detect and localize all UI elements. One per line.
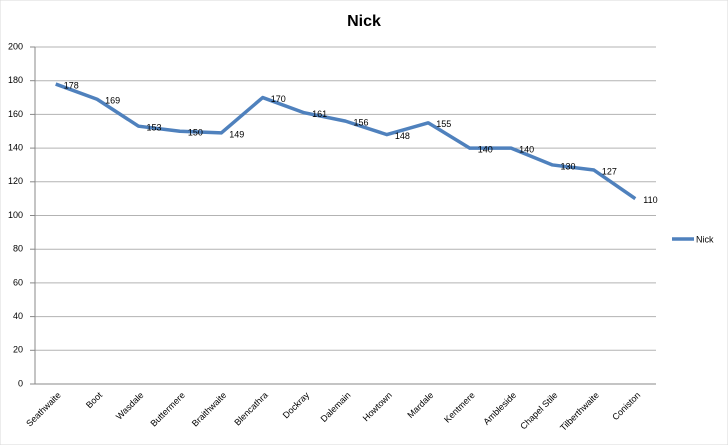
data-label: 140 (519, 144, 534, 154)
y-tick-label: 160 (8, 109, 23, 119)
data-label: 140 (478, 144, 493, 154)
data-label: 170 (271, 94, 286, 104)
data-label: 161 (312, 109, 327, 119)
legend-label: Nick (696, 234, 714, 244)
data-label: 127 (602, 166, 617, 176)
data-label: 110 (643, 195, 657, 205)
y-tick-label: 180 (8, 75, 23, 85)
y-tick-label: 140 (8, 142, 23, 152)
data-label: 150 (188, 128, 203, 138)
series-line (55, 82, 637, 201)
y-tick-label: 100 (8, 210, 23, 220)
data-label: 149 (229, 129, 244, 139)
data-label: 148 (395, 131, 410, 141)
y-tick-label: 0 (18, 378, 23, 388)
data-label: 153 (147, 123, 162, 133)
y-tick-label: 60 (13, 277, 23, 287)
data-label: 169 (105, 96, 120, 106)
y-tick-label: 40 (13, 311, 23, 321)
data-label: 178 (64, 80, 79, 90)
data-label: 130 (561, 161, 576, 171)
y-tick-label: 20 (13, 345, 23, 355)
y-tick-label: 120 (8, 176, 23, 186)
chart-title: Nick (347, 13, 381, 30)
data-label: 155 (436, 119, 451, 129)
y-tick-label: 80 (13, 244, 23, 254)
y-tick-label: 200 (8, 41, 23, 51)
data-label: 156 (354, 118, 369, 128)
